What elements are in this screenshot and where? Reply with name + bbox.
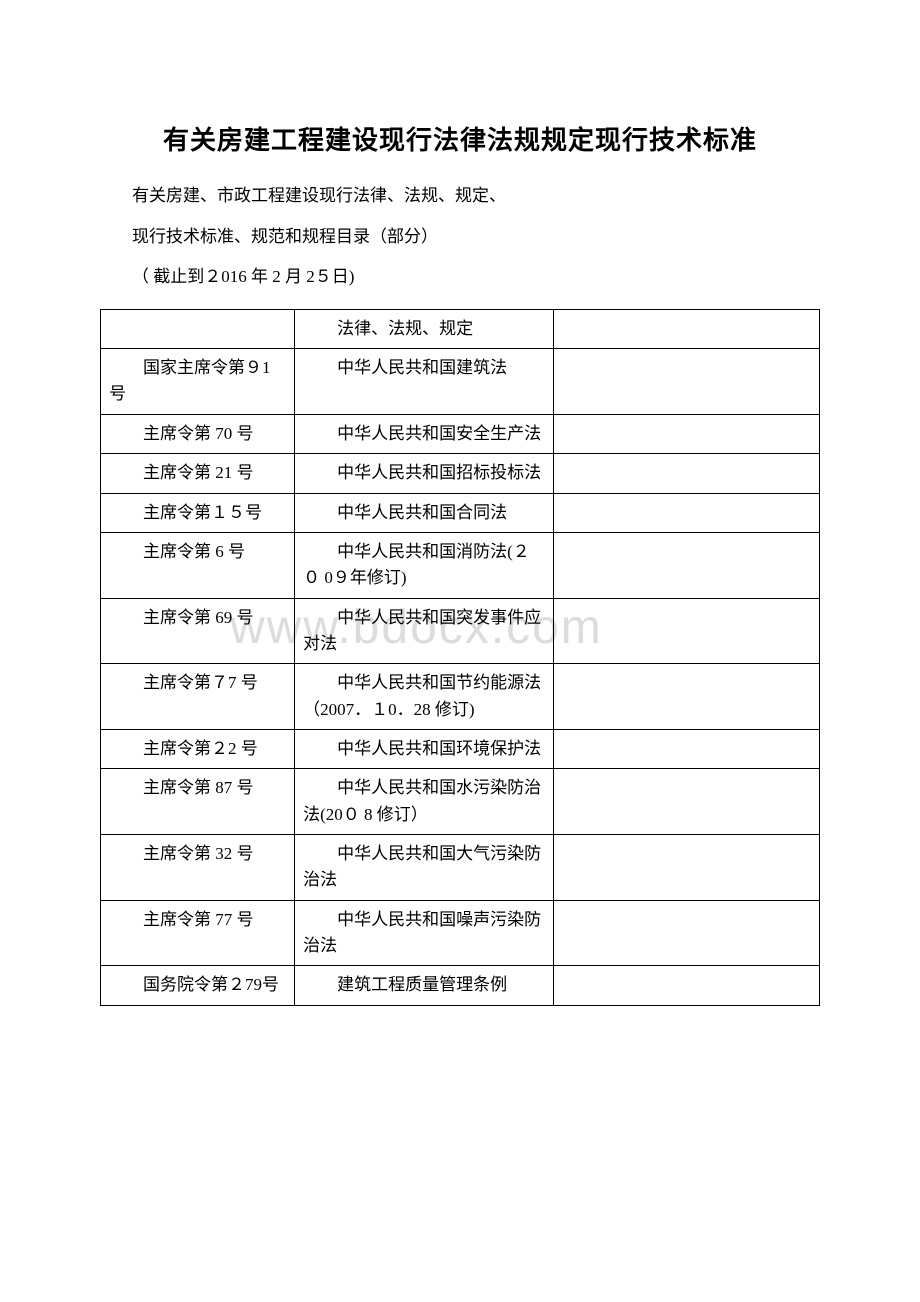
row-col2: 中华人民共和国大气污染防治法 <box>295 834 554 900</box>
row-col2: 中华人民共和国建筑法 <box>295 349 554 415</box>
table-row: 主席令第 69 号 中华人民共和国突发事件应对法 <box>101 598 820 664</box>
table-row: 主席令第７7 号 中华人民共和国节约能源法（2007．１0．28 修订) <box>101 664 820 730</box>
row-col1: 主席令第 21 号 <box>101 454 295 493</box>
row-col2: 中华人民共和国招标投标法 <box>295 454 554 493</box>
cutoff-date: （ 截止到２016 年 2 月 2５日) <box>100 262 820 293</box>
row-col3 <box>553 532 819 598</box>
header-cell-2: 法律、法规、规定 <box>295 309 554 348</box>
row-col3 <box>553 664 819 730</box>
table-row: 主席令第 87 号 中华人民共和国水污染防治法(20０ 8 修订） <box>101 769 820 835</box>
row-col1: 国家主席令第９1号 <box>101 349 295 415</box>
table-header-row: 法律、法规、规定 <box>101 309 820 348</box>
subtitle-line-1: 有关房建、市政工程建设现行法律、法规、规定、 <box>100 181 820 212</box>
row-col3 <box>553 349 819 415</box>
table-row: 主席令第２2 号 中华人民共和国环境保护法 <box>101 729 820 768</box>
row-col2: 中华人民共和国节约能源法（2007．１0．28 修订) <box>295 664 554 730</box>
row-col2: 中华人民共和国消防法(２０ 0９年修订) <box>295 532 554 598</box>
row-col1: 主席令第 6 号 <box>101 532 295 598</box>
table-row: 主席令第 32 号 中华人民共和国大气污染防治法 <box>101 834 820 900</box>
row-col2: 中华人民共和国安全生产法 <box>295 414 554 453</box>
row-col3 <box>553 729 819 768</box>
table-row: 国务院令第２79号 建筑工程质量管理条例 <box>101 966 820 1005</box>
subtitle-line-2: 现行技术标准、规范和规程目录（部分） <box>100 222 820 253</box>
row-col2: 中华人民共和国水污染防治法(20０ 8 修订） <box>295 769 554 835</box>
row-col3 <box>553 966 819 1005</box>
row-col1: 主席令第 87 号 <box>101 769 295 835</box>
row-col3 <box>553 598 819 664</box>
row-col1: 主席令第１５号 <box>101 493 295 532</box>
row-col2: 建筑工程质量管理条例 <box>295 966 554 1005</box>
row-col2: 中华人民共和国突发事件应对法 <box>295 598 554 664</box>
header-cell-1 <box>101 309 295 348</box>
row-col1: 主席令第 70 号 <box>101 414 295 453</box>
row-col2: 中华人民共和国合同法 <box>295 493 554 532</box>
row-col3 <box>553 493 819 532</box>
table-row: 主席令第 21 号 中华人民共和国招标投标法 <box>101 454 820 493</box>
row-col1: 主席令第 69 号 <box>101 598 295 664</box>
row-col1: 主席令第 32 号 <box>101 834 295 900</box>
table-row: 主席令第 70 号 中华人民共和国安全生产法 <box>101 414 820 453</box>
regulations-table: 法律、法规、规定 国家主席令第９1号 中华人民共和国建筑法 主席令第 70 号 … <box>100 309 820 1006</box>
table-row: 主席令第 6 号 中华人民共和国消防法(２０ 0９年修订) <box>101 532 820 598</box>
table-row: 国家主席令第９1号 中华人民共和国建筑法 <box>101 349 820 415</box>
table-row: 主席令第 77 号 中华人民共和国噪声污染防治法 <box>101 900 820 966</box>
table-row: 主席令第１５号 中华人民共和国合同法 <box>101 493 820 532</box>
row-col3 <box>553 900 819 966</box>
row-col1: 国务院令第２79号 <box>101 966 295 1005</box>
row-col3 <box>553 769 819 835</box>
row-col3 <box>553 454 819 493</box>
row-col2: 中华人民共和国噪声污染防治法 <box>295 900 554 966</box>
row-col1: 主席令第２2 号 <box>101 729 295 768</box>
row-col1: 主席令第７7 号 <box>101 664 295 730</box>
row-col3 <box>553 834 819 900</box>
row-col2: 中华人民共和国环境保护法 <box>295 729 554 768</box>
row-col3 <box>553 414 819 453</box>
header-cell-3 <box>553 309 819 348</box>
page-title: 有关房建工程建设现行法律法规规定现行技术标准 <box>100 120 820 157</box>
row-col1: 主席令第 77 号 <box>101 900 295 966</box>
